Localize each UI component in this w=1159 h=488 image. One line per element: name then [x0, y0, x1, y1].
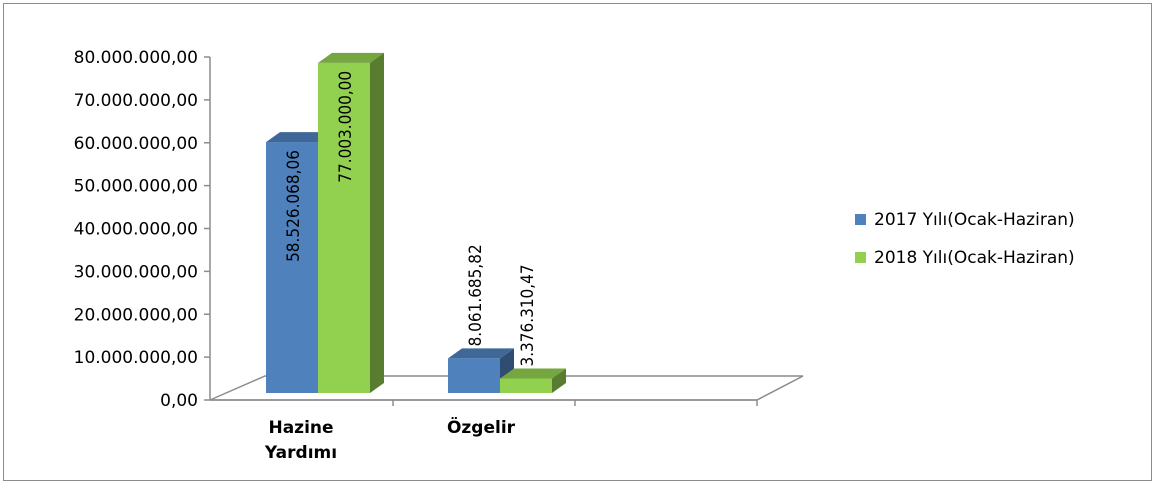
legend-swatch [855, 214, 866, 225]
legend-entry: 2017 Yılı(Ocak-Haziran) [874, 210, 1075, 230]
y-tick-label: 30.000.000,00 [74, 262, 198, 282]
chart-frame [3, 3, 1152, 481]
data-label: 58.526.068,06 [284, 150, 304, 262]
legend: 2017 Yılı(Ocak-Haziran) 2018 Yılı(Ocak-Ha… [855, 210, 1075, 268]
data-label: 77.003.000,00 [336, 71, 356, 183]
data-label: 3.376.310,47 [518, 264, 538, 366]
y-tick-label: 40.000.000,00 [74, 220, 198, 240]
bars [266, 52, 566, 393]
y-tick-label: 50.000.000,00 [74, 177, 198, 197]
bar-top [500, 368, 566, 379]
category-labels: Hazine Yardımı Özgelir [264, 416, 516, 463]
legend-swatch [855, 252, 866, 263]
legend-entry: 2018 Yılı(Ocak-Haziran) [874, 248, 1075, 268]
y-axis: 0,00 10.000.000,00 20.000.000,00 30.000.000… [74, 48, 211, 411]
bar-0-1 [318, 52, 384, 393]
y-tick-label: 70.000.000,00 [74, 91, 198, 111]
chart-floor [209, 375, 804, 406]
data-labels: 58.526.068,06 77.003.000,00 8.061.685,82 3.… [284, 71, 538, 367]
y-tick-label: 10.000.000,00 [74, 348, 198, 368]
data-label: 8.061.685,82 [466, 244, 486, 346]
y-tick-label: 60.000.000,00 [74, 134, 198, 154]
bar-side [370, 52, 384, 393]
bar-front [448, 358, 500, 393]
bar-top [448, 348, 514, 359]
y-tick-label: 20.000.000,00 [74, 305, 198, 325]
bar-front [266, 142, 318, 393]
bar-top [318, 52, 384, 63]
category-label: Yardımı [264, 443, 337, 463]
bar-side [552, 368, 566, 393]
bar-front [318, 62, 370, 393]
bar-front [500, 378, 552, 393]
category-label: Özgelir [447, 416, 516, 438]
y-tick-label: 80.000.000,00 [74, 48, 198, 68]
bar-top [266, 132, 332, 143]
y-tick-label: 0,00 [160, 391, 198, 411]
category-label: Hazine [268, 418, 333, 438]
bar-1-1 [500, 368, 566, 393]
